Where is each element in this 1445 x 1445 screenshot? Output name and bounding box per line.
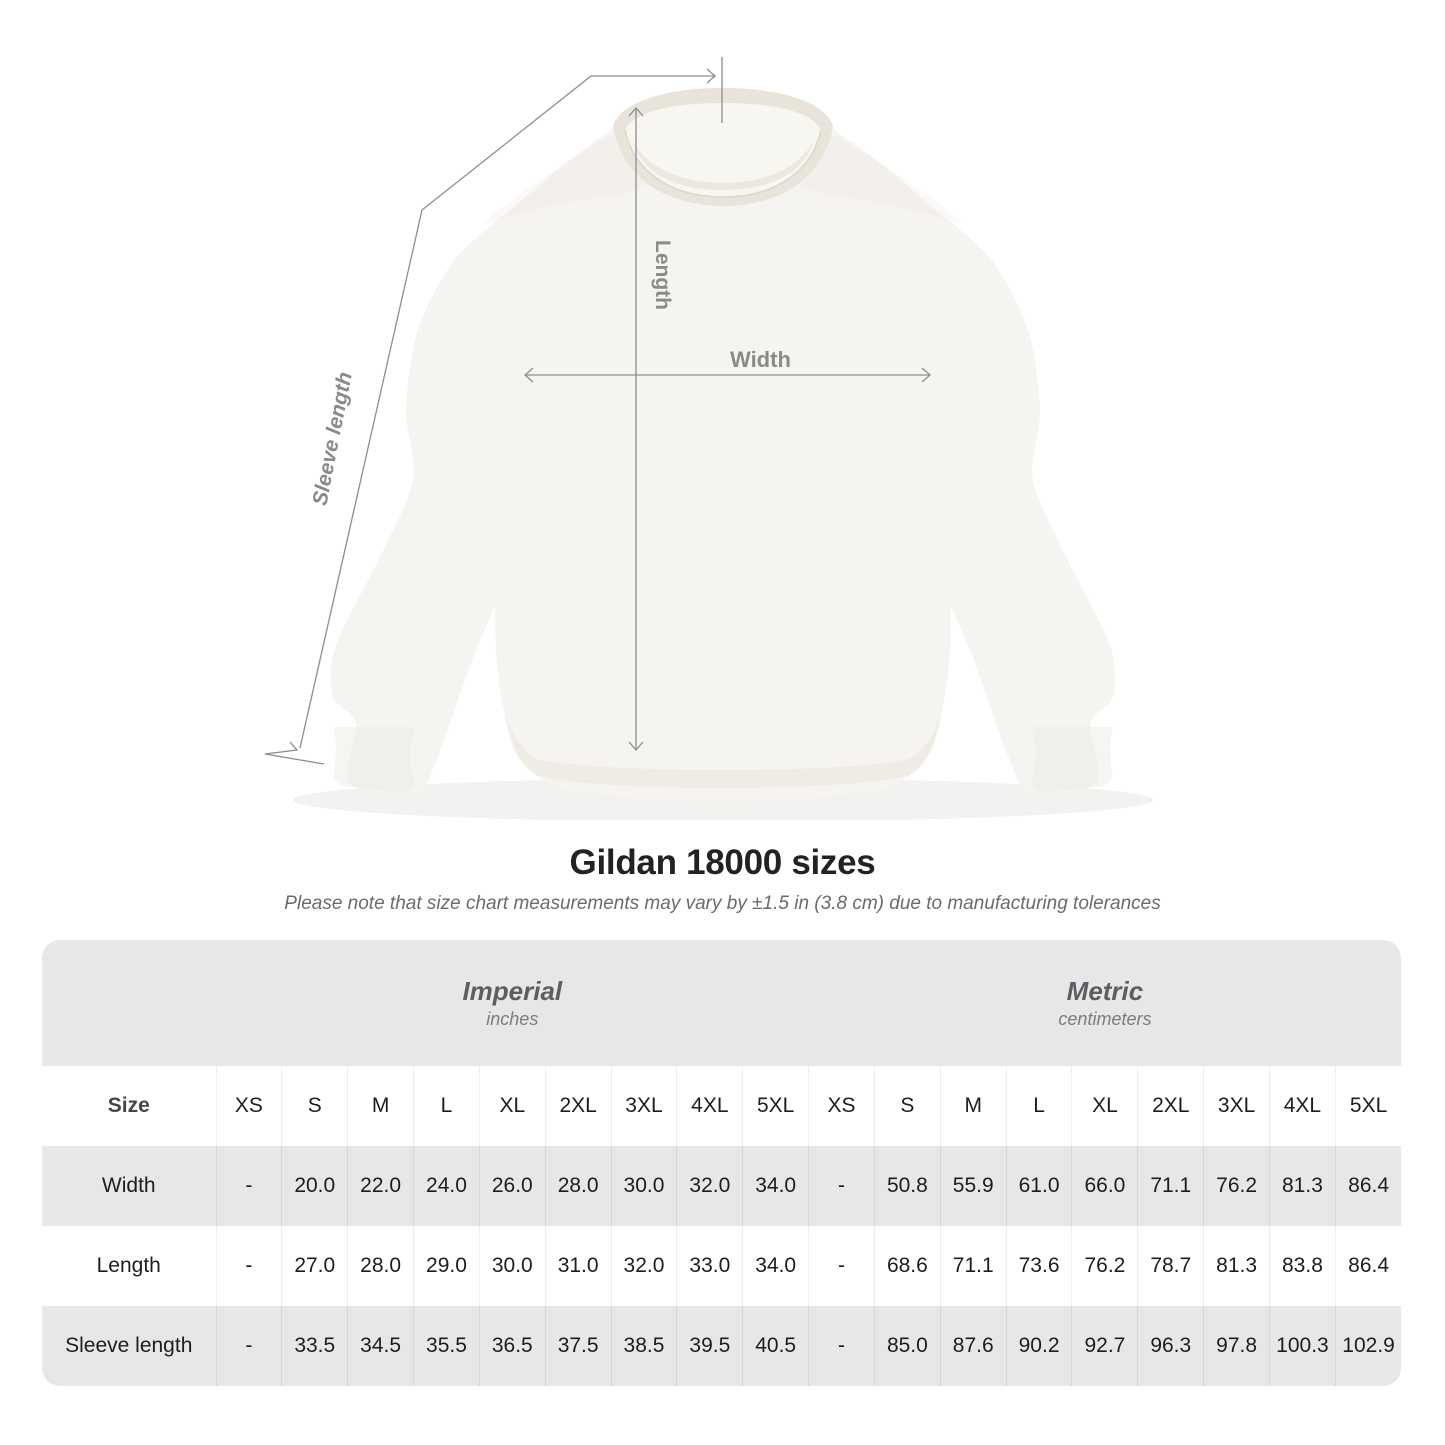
svg-text:Sleeve length: Sleeve length <box>308 370 356 507</box>
svg-text:Width: Width <box>730 347 791 372</box>
svg-text:Length: Length <box>651 240 674 310</box>
